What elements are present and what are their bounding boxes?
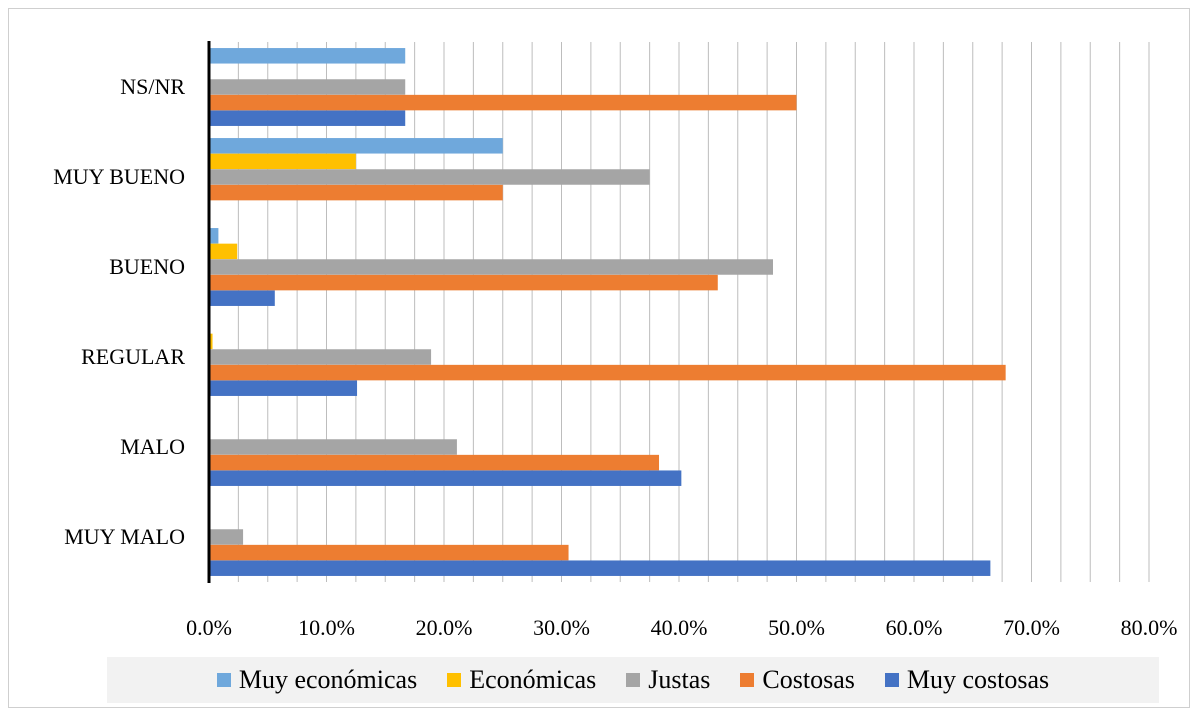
bar-ns-nr-muy-costosas	[209, 110, 406, 126]
category-label: BUENO	[109, 254, 185, 279]
x-tick-label: 40.0%	[651, 615, 708, 640]
bar-regular-econ-micas	[209, 333, 213, 350]
x-tick-label: 70.0%	[1003, 615, 1060, 640]
legend-swatch	[740, 673, 755, 687]
bar-ns-nr-justas	[209, 79, 406, 95]
bar-muy-bueno-justas	[209, 169, 650, 185]
bar-malo-costosas	[209, 454, 660, 471]
bar-muy-bueno-econ-micas	[209, 153, 356, 170]
bar-regular-muy-costosas	[209, 380, 358, 396]
legend-item: Muy económicas	[216, 665, 418, 695]
category-label: MUY MALO	[64, 524, 185, 549]
bar-bueno-justas	[209, 259, 773, 275]
bar-malo-justas	[209, 439, 457, 455]
x-tick-label: 30.0%	[533, 615, 590, 640]
legend-item: Justas	[626, 665, 710, 695]
category-label: MALO	[120, 434, 185, 459]
x-tick-label: 10.0%	[298, 615, 355, 640]
legend-swatch	[216, 673, 231, 687]
category-label: MUY BUENO	[53, 164, 185, 189]
bar-muy-malo-costosas	[209, 544, 569, 561]
x-tick-label: 0.0%	[186, 615, 232, 640]
legend-item: Económicas	[447, 665, 596, 695]
legend-swatch	[447, 673, 462, 687]
bar-bueno-econ-micas	[209, 243, 238, 260]
bar-regular-justas	[209, 349, 432, 365]
legend-swatch	[884, 673, 899, 687]
category-label: REGULAR	[81, 344, 185, 369]
labels: MUY MALO MALO REGULAR BUENO MUY BUENO NS/NR 0.…	[53, 74, 1177, 640]
bar-chart: MUY MALO MALO REGULAR BUENO MUY BUENO NS/NR 0.…	[53, 41, 1177, 640]
bar-muy-malo-muy-costosas	[209, 560, 991, 576]
legend-label: Muy económicas	[238, 665, 418, 694]
legend-label: Costosas	[762, 665, 855, 694]
x-tick-label: 60.0%	[886, 615, 943, 640]
bar-bueno-muy-costosas	[209, 290, 275, 306]
legend: Muy económicas Económicas Justas Costosas Mu…	[107, 657, 1159, 703]
x-tick-label: 50.0%	[768, 615, 825, 640]
bar-malo-muy-costosas	[209, 470, 682, 486]
chart-frame: MUY MALO MALO REGULAR BUENO MUY BUENO NS/NR 0.…	[8, 8, 1190, 708]
bar-bueno-muy-econ-micas	[209, 228, 219, 244]
bar-bueno-costosas	[209, 274, 718, 291]
legend-label: Justas	[648, 665, 711, 694]
legend-label: Económicas	[469, 665, 597, 694]
bar-muy-malo-justas	[209, 529, 244, 545]
bar-ns-nr-muy-econ-micas	[209, 48, 406, 64]
legend-item: Muy costosas	[884, 665, 1050, 695]
legend-label: Muy costosas	[906, 665, 1050, 694]
grid-lines	[237, 42, 1150, 582]
bar-muy-bueno-muy-econ-micas	[209, 138, 503, 154]
legend-item: Costosas	[740, 665, 855, 695]
x-tick-label: 80.0%	[1121, 615, 1178, 640]
bar-ns-nr-costosas	[209, 94, 797, 111]
x-tick-label: 20.0%	[416, 615, 473, 640]
legend-swatch	[626, 673, 641, 687]
bars	[209, 48, 1006, 576]
bar-muy-bueno-costosas	[209, 184, 503, 201]
category-label: NS/NR	[120, 74, 185, 99]
bar-regular-costosas	[209, 364, 1006, 381]
